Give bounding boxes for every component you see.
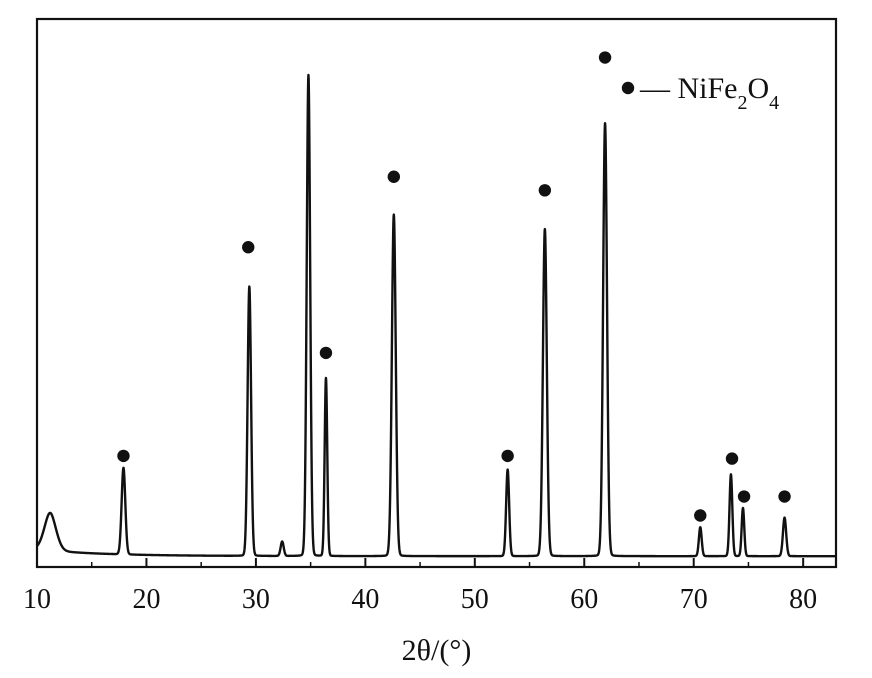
series-line-group <box>36 73 837 558</box>
legend-marker <box>621 81 635 95</box>
x-tick-label: 60 <box>570 584 598 615</box>
x-tick-label: 50 <box>461 584 489 615</box>
peak-marker <box>242 241 255 254</box>
peak-marker <box>319 346 333 360</box>
x-tick-label: 80 <box>789 584 817 615</box>
x-tick-label: 30 <box>242 584 270 615</box>
peak-marker <box>117 449 130 463</box>
legend: — NiFe2O4 <box>621 72 779 114</box>
peak-marker <box>387 170 401 183</box>
peak-marker <box>737 490 751 503</box>
peak-marker <box>694 509 707 522</box>
peak-marker <box>778 490 791 503</box>
diffraction-line <box>36 73 837 558</box>
peak-marker <box>725 452 739 465</box>
plot-frame <box>35 17 838 569</box>
legend-label: — NiFe2O4 <box>639 72 779 114</box>
x-tick-label: 40 <box>351 584 379 615</box>
x-axis-title: 2θ/(°) <box>402 634 472 667</box>
x-axis-ticks: 10 20 30 40 50 60 70 80 <box>23 558 817 615</box>
x-tick-label: 20 <box>132 584 160 615</box>
peak-marker <box>598 51 612 64</box>
peak-markers <box>117 51 791 522</box>
peak-marker <box>501 449 514 463</box>
x-tick-label: 10 <box>23 584 51 615</box>
peak-marker <box>538 184 552 197</box>
plot-border <box>35 17 838 569</box>
x-tick-label: 70 <box>680 584 708 615</box>
